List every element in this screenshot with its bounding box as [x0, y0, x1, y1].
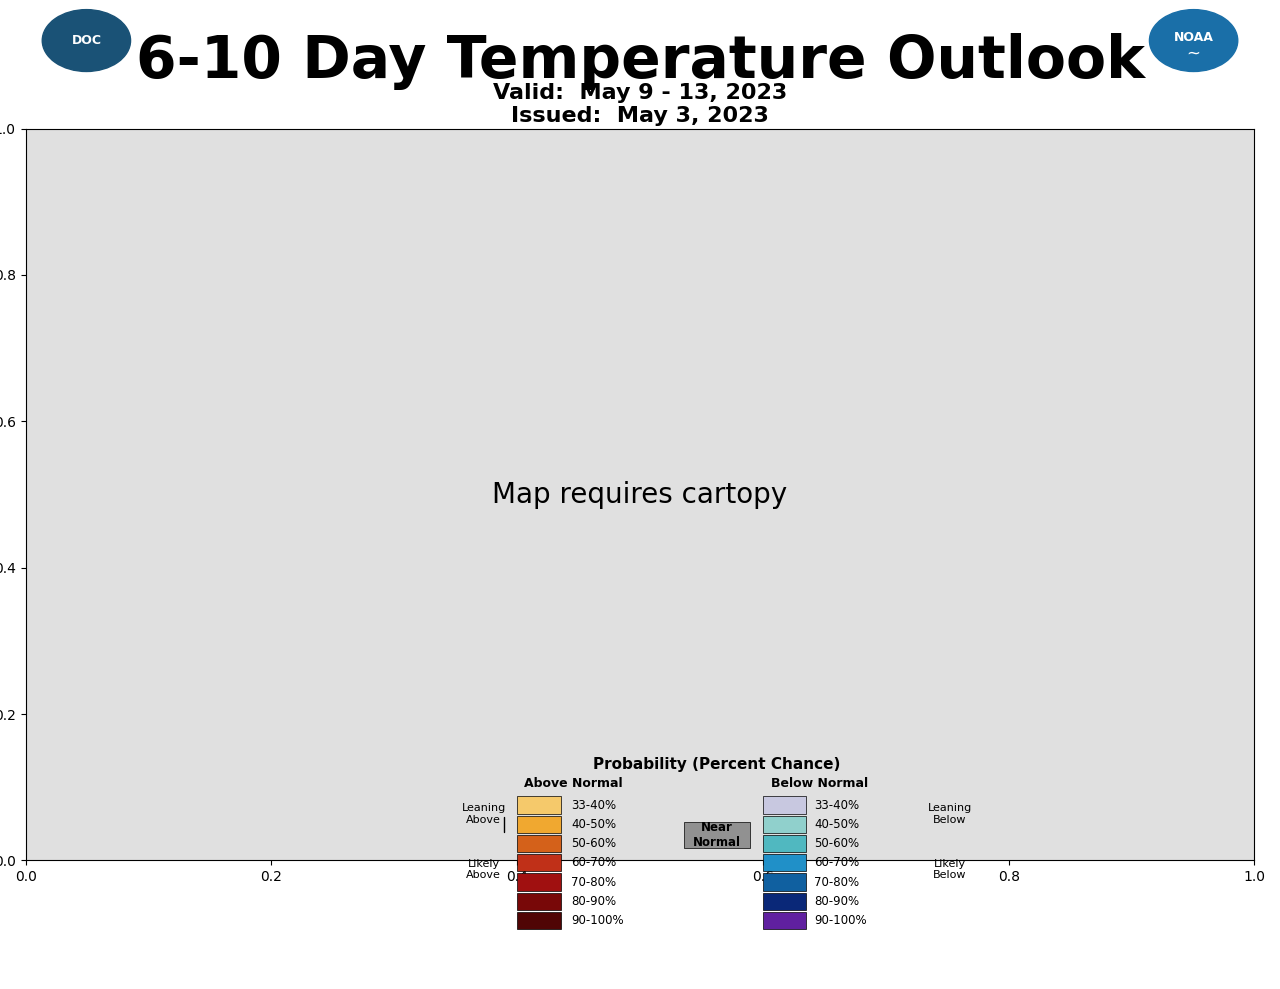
Text: 33-40%: 33-40% [814, 798, 859, 812]
Text: 70-80%: 70-80% [571, 875, 616, 889]
Bar [517, 912, 561, 930]
Bar [517, 893, 561, 910]
Text: Probability (Percent Chance): Probability (Percent Chance) [593, 757, 841, 771]
Bar [763, 912, 806, 930]
Text: Valid:  May 9 - 13, 2023: Valid: May 9 - 13, 2023 [493, 83, 787, 103]
Text: 40-50%: 40-50% [571, 818, 616, 831]
Text: DOC: DOC [72, 34, 101, 47]
Text: Issued:  May 3, 2023: Issued: May 3, 2023 [511, 106, 769, 126]
Bar [517, 854, 561, 871]
Text: 60-70%: 60-70% [571, 856, 616, 869]
Text: Map requires cartopy: Map requires cartopy [493, 481, 787, 508]
Text: Near
Normal: Near Normal [692, 821, 741, 849]
Text: 90-100%: 90-100% [571, 914, 623, 927]
Bar [763, 835, 806, 853]
Text: Above Normal: Above Normal [524, 776, 623, 789]
Bar [517, 816, 561, 833]
Bar [763, 893, 806, 910]
Text: 80-90%: 80-90% [571, 895, 616, 908]
Text: 80-90%: 80-90% [814, 895, 859, 908]
Text: 40-50%: 40-50% [814, 818, 859, 831]
Text: 60-70%: 60-70% [814, 856, 859, 869]
Bar [763, 873, 806, 891]
Text: Leaning
Above: Leaning Above [462, 803, 506, 825]
Bar [763, 854, 806, 871]
Text: Below Normal: Below Normal [771, 776, 868, 789]
Bar [684, 822, 750, 848]
Text: Likely
Below: Likely Below [933, 858, 966, 880]
Text: Likely
Above: Likely Above [466, 858, 502, 880]
Text: 50-60%: 50-60% [814, 837, 859, 851]
Text: 90-100%: 90-100% [814, 914, 867, 927]
Bar [517, 873, 561, 891]
Text: 33-40%: 33-40% [571, 798, 616, 812]
Text: 6-10 Day Temperature Outlook: 6-10 Day Temperature Outlook [136, 33, 1144, 90]
Bar [763, 796, 806, 814]
Text: ~: ~ [1187, 45, 1201, 63]
Text: Leaning
Below: Leaning Below [928, 803, 972, 825]
Bar [517, 796, 561, 814]
Text: NOAA: NOAA [1174, 31, 1213, 44]
Circle shape [1149, 10, 1238, 71]
Bar [517, 835, 561, 853]
Text: 50-60%: 50-60% [571, 837, 616, 851]
Circle shape [42, 10, 131, 71]
Text: 70-80%: 70-80% [814, 875, 859, 889]
Bar [763, 816, 806, 833]
